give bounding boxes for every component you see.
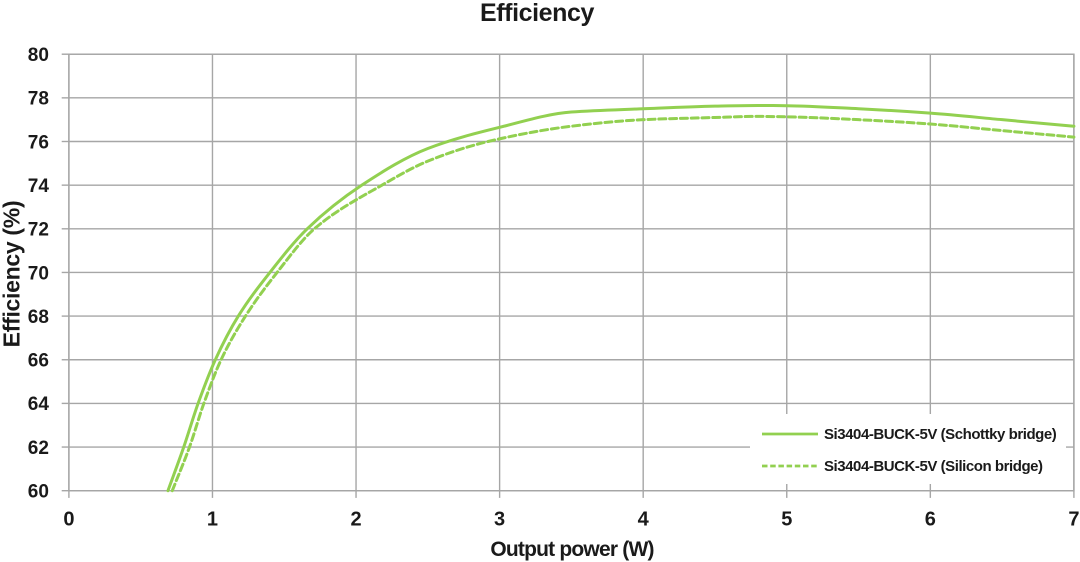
legend: Si3404-BUCK-5V (Schottky bridge) Si3404-… — [750, 414, 1066, 484]
x-tick-label: 6 — [925, 509, 936, 531]
x-tick-label: 5 — [781, 509, 792, 531]
y-tick-label: 60 — [28, 482, 49, 503]
y-tick-label: 66 — [28, 351, 49, 372]
y-tick-label: 70 — [28, 263, 49, 284]
x-tick-label: 2 — [350, 509, 361, 531]
x-tick-label: 1 — [207, 509, 218, 531]
series-line-silicon — [170, 114, 1076, 493]
solid-line-swatch — [762, 432, 818, 436]
y-tick-label: 72 — [28, 220, 49, 241]
x-tick-label: 3 — [494, 509, 505, 531]
x-tick-label: 7 — [1068, 509, 1079, 531]
x-tick-label: 4 — [638, 509, 650, 531]
y-tick-label: 68 — [28, 307, 49, 328]
y-tick-label: 62 — [28, 438, 49, 459]
y-tick-label: 80 — [28, 45, 49, 66]
y-tick-label: 64 — [28, 394, 50, 415]
legend-item-silicon: Si3404-BUCK-5V (Silicon bridge) — [750, 450, 1066, 482]
legend-item-schottky: Si3404-BUCK-5V (Schottky bridge) — [750, 418, 1066, 450]
series-line-schottky — [166, 103, 1076, 493]
plot-border — [68, 53, 1075, 492]
y-tick-label: 76 — [28, 132, 49, 153]
legend-label-silicon: Si3404-BUCK-5V (Silicon bridge) — [824, 457, 1043, 475]
dashed-line-swatch — [762, 464, 818, 468]
y-tick-label: 78 — [28, 89, 49, 110]
chart-title: Efficiency — [479, 0, 595, 27]
y-tick-label: 74 — [28, 176, 50, 197]
legend-label-schottky: Si3404-BUCK-5V (Schottky bridge) — [824, 425, 1057, 443]
x-tick-label: 0 — [63, 509, 74, 531]
x-axis-title: Output power (W) — [490, 538, 654, 561]
y-axis-title: Efficiency (%) — [0, 200, 25, 348]
